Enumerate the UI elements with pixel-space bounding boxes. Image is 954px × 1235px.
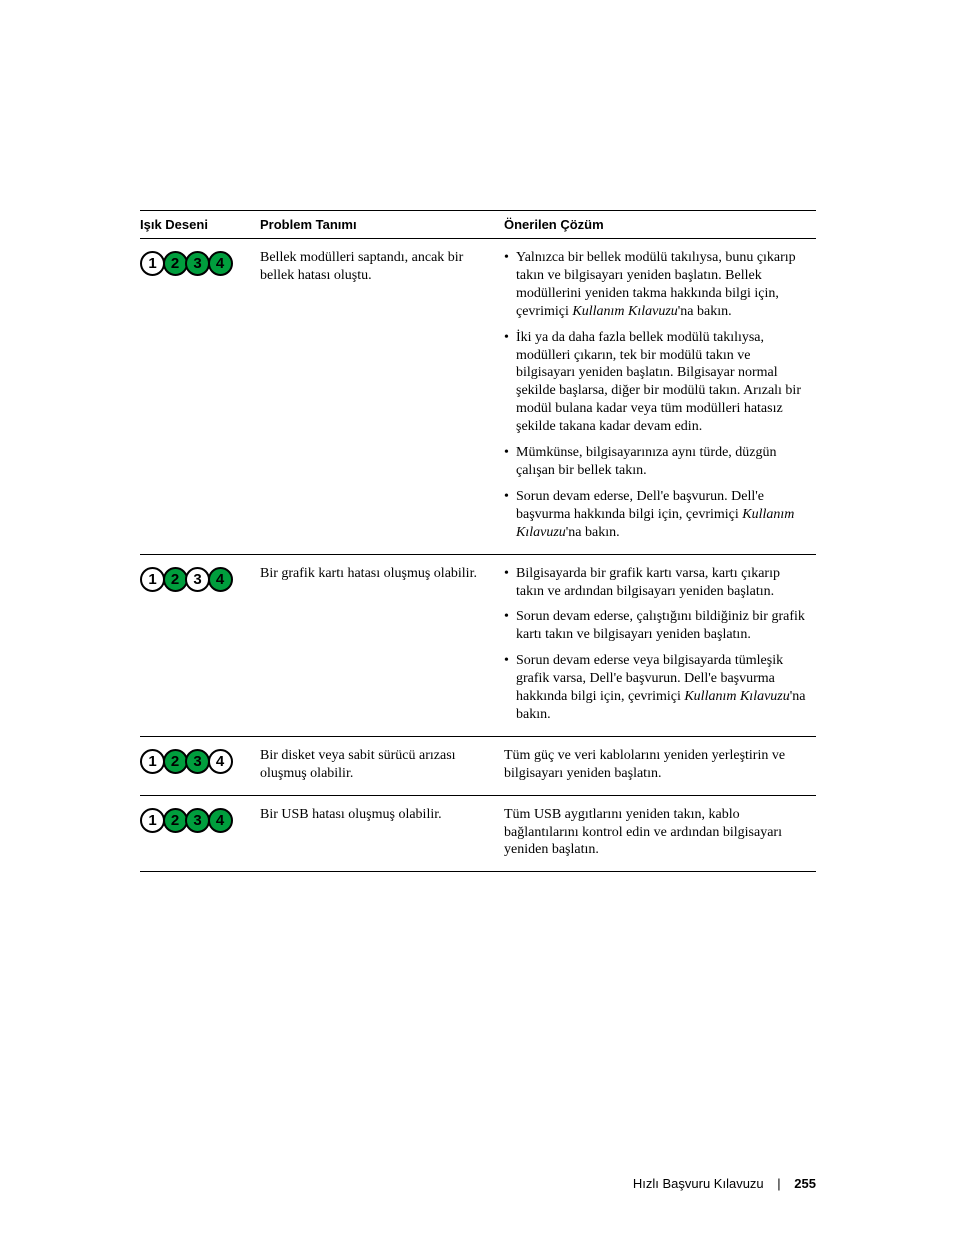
manual-reference: Kullanım Kılavuzu: [684, 689, 789, 704]
light-pattern: 1234: [140, 249, 254, 276]
cell-pattern: 1234: [140, 239, 260, 555]
led-4-on: 4: [208, 251, 233, 276]
light-pattern: 1234: [140, 747, 254, 774]
led-4-on: 4: [208, 808, 233, 833]
cell-solution: Yalnızca bir bellek modülü takılıysa, bu…: [504, 239, 816, 555]
page-footer: Hızlı Başvuru Kılavuzu | 255: [633, 1176, 816, 1191]
col-header-problem: Problem Tanımı: [260, 211, 504, 239]
led-3-off: 3: [185, 567, 210, 592]
light-pattern: 1234: [140, 806, 254, 833]
led-4-off: 4: [208, 749, 233, 774]
page-number: 255: [794, 1176, 816, 1191]
led-2-on: 2: [163, 251, 188, 276]
cell-pattern: 1234: [140, 554, 260, 736]
led-4-on: 4: [208, 567, 233, 592]
cell-solution: Bilgisayarda bir grafik kartı varsa, kar…: [504, 554, 816, 736]
table-row: 1234Bir USB hatası oluşmuş olabilir.Tüm …: [140, 795, 816, 872]
led-2-on: 2: [163, 567, 188, 592]
led-1-off: 1: [140, 567, 165, 592]
solution-item: İki ya da daha fazla bellek modülü takıl…: [504, 329, 810, 436]
solution-item: Bilgisayarda bir grafik kartı varsa, kar…: [504, 565, 810, 601]
cell-solution: Tüm USB aygıtlarını yeniden takın, kablo…: [504, 795, 816, 872]
led-3-on: 3: [185, 251, 210, 276]
solution-item: Sorun devam ederse veya bilgisayarda tüm…: [504, 652, 810, 724]
led-1-off: 1: [140, 251, 165, 276]
table-row: 1234Bir disket veya sabit sürücü arızası…: [140, 736, 816, 795]
solution-item: Mümkünse, bilgisayarınıza aynı türde, dü…: [504, 444, 810, 480]
col-header-pattern: Işık Deseni: [140, 211, 260, 239]
cell-problem: Bir disket veya sabit sürücü arızası olu…: [260, 736, 504, 795]
manual-reference: Kullanım Kılavuzu: [572, 304, 677, 319]
cell-solution: Tüm güç ve veri kablolarını yeniden yerl…: [504, 736, 816, 795]
light-pattern: 1234: [140, 565, 254, 592]
solution-item: Sorun devam ederse, Dell'e başvurun. Del…: [504, 488, 810, 542]
manual-reference: Kullanım Kılavuzu: [516, 507, 794, 540]
solution-text: Tüm güç ve veri kablolarını yeniden yerl…: [504, 747, 810, 783]
solution-item: Sorun devam ederse, çalıştığını bildiğin…: [504, 608, 810, 644]
col-header-solution: Önerilen Çözüm: [504, 211, 816, 239]
led-3-on: 3: [185, 749, 210, 774]
led-2-on: 2: [163, 749, 188, 774]
footer-divider: |: [777, 1176, 780, 1191]
led-1-off: 1: [140, 808, 165, 833]
cell-pattern: 1234: [140, 795, 260, 872]
led-3-on: 3: [185, 808, 210, 833]
solution-list: Bilgisayarda bir grafik kartı varsa, kar…: [504, 565, 810, 724]
footer-title: Hızlı Başvuru Kılavuzu: [633, 1176, 764, 1191]
table-row: 1234Bir grafik kartı hatası oluşmuş olab…: [140, 554, 816, 736]
led-1-off: 1: [140, 749, 165, 774]
solution-text: Tüm USB aygıtlarını yeniden takın, kablo…: [504, 806, 810, 860]
cell-problem: Bir grafik kartı hatası oluşmuş olabilir…: [260, 554, 504, 736]
diagnostic-lights-table: Işık Deseni Problem Tanımı Önerilen Çözü…: [140, 210, 816, 872]
solution-list: Yalnızca bir bellek modülü takılıysa, bu…: [504, 249, 810, 542]
solution-item: Yalnızca bir bellek modülü takılıysa, bu…: [504, 249, 810, 321]
led-2-on: 2: [163, 808, 188, 833]
cell-problem: Bellek modülleri saptandı, ancak bir bel…: [260, 239, 504, 555]
table-row: 1234Bellek modülleri saptandı, ancak bir…: [140, 239, 816, 555]
cell-problem: Bir USB hatası oluşmuş olabilir.: [260, 795, 504, 872]
cell-pattern: 1234: [140, 736, 260, 795]
